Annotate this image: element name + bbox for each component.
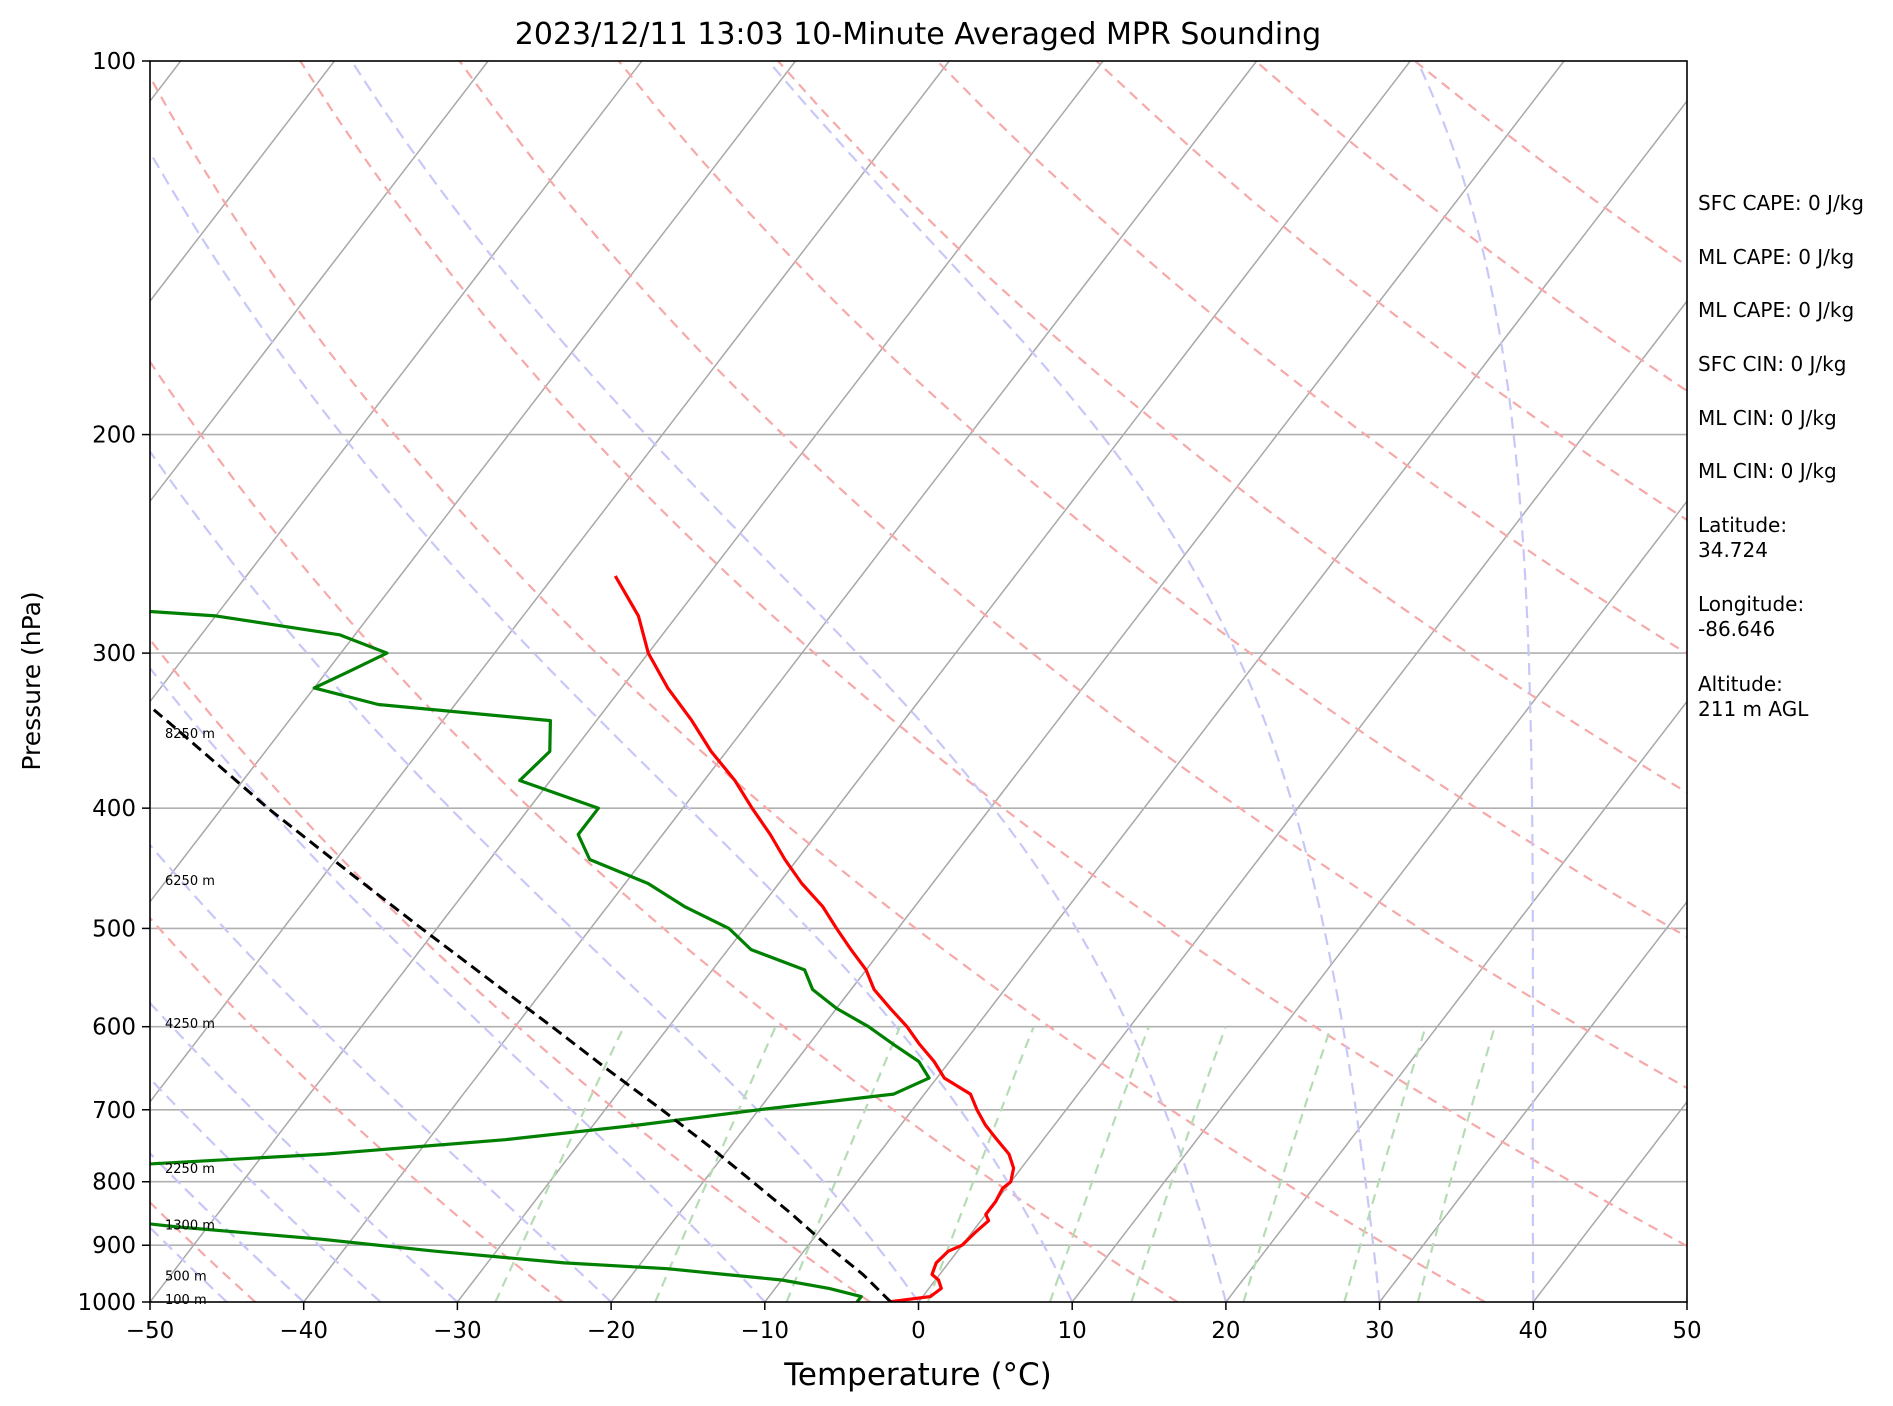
isotherm-line bbox=[1379, 900, 1687, 1302]
longitude-text: Longitude: -86.646 bbox=[1698, 592, 1805, 641]
dry-adiabat-line bbox=[150, 359, 1179, 1302]
moist-adiabat-line bbox=[150, 1077, 382, 1302]
sfc-cin-text: SFC CIN: 0 J/kg bbox=[1698, 352, 1847, 376]
y-tick-label: 100 bbox=[92, 49, 136, 75]
height-label: 4250 m bbox=[165, 1017, 215, 1032]
x-tick-label: −40 bbox=[279, 1318, 328, 1344]
y-tick-label: 800 bbox=[92, 1170, 136, 1196]
x-tick-label: 20 bbox=[1211, 1318, 1240, 1344]
x-tick-label: −20 bbox=[587, 1318, 636, 1344]
sfc-cape-text: SFC CAPE: 0 J/kg bbox=[1698, 191, 1864, 215]
isobar-isotherm-grid bbox=[150, 61, 1687, 1302]
x-tick-label: 30 bbox=[1365, 1318, 1394, 1344]
y-tick-label: 300 bbox=[92, 641, 136, 667]
mixing-ratio-line bbox=[494, 1026, 625, 1302]
dry-adiabat-line bbox=[150, 74, 1486, 1302]
dry-adiabat-line bbox=[936, 61, 1687, 656]
mixing-ratio-line bbox=[654, 1026, 777, 1302]
dewpoint-profile-line bbox=[150, 609, 931, 1302]
x-tick-label: 40 bbox=[1519, 1318, 1548, 1344]
moist-adiabat-line bbox=[150, 1001, 459, 1302]
y-tick-label: 700 bbox=[92, 1098, 136, 1124]
mixing-ratio-line bbox=[1416, 1026, 1496, 1302]
height-labels: 8250 m 6250 m 4250 m 2250 m 1300 m 500 m 100 m bbox=[165, 727, 215, 1308]
height-label: 6250 m bbox=[165, 874, 215, 889]
height-label: 2250 m bbox=[165, 1162, 215, 1177]
height-label: 1300 m bbox=[165, 1218, 215, 1233]
dry-adiabat-line bbox=[150, 1200, 257, 1302]
parcel-path-line bbox=[150, 704, 892, 1302]
mixing-ratio-line bbox=[785, 1026, 902, 1302]
y-axis-ticks: 100 200 300 400 500 600 700 800 900 1000 bbox=[77, 49, 150, 1316]
isotherm-line bbox=[456, 61, 1411, 1302]
latitude-text: Latitude: 34.724 bbox=[1698, 513, 1788, 562]
isotherm-line bbox=[150, 61, 489, 503]
adiabat-lines bbox=[150, 61, 1687, 1302]
y-tick-label: 400 bbox=[92, 796, 136, 822]
dry-adiabat-line bbox=[458, 61, 1687, 1090]
dry-adiabat-line bbox=[150, 637, 871, 1302]
plot-frame bbox=[149, 60, 1688, 1303]
dry-adiabat-line bbox=[150, 916, 564, 1302]
ml-cin-text-2: ML CIN: 0 J/kg bbox=[1698, 459, 1837, 483]
isotherm-line bbox=[764, 99, 1687, 1302]
dry-adiabat-line bbox=[299, 61, 1687, 1248]
x-tick-label: 0 bbox=[911, 1318, 926, 1344]
altitude-text: Altitude: 211 m AGL bbox=[1698, 672, 1809, 721]
temperature-profile-line bbox=[613, 575, 1016, 1302]
moist-adiabat-line bbox=[767, 61, 1381, 1302]
isotherm-line bbox=[150, 61, 643, 703]
y-tick-label: 500 bbox=[92, 916, 136, 942]
moist-adiabat-line bbox=[350, 61, 1227, 1302]
x-axis-label: Temperature (°C) bbox=[783, 1357, 1052, 1393]
x-tick-label: −10 bbox=[741, 1318, 790, 1344]
y-tick-label: 600 bbox=[92, 1015, 136, 1041]
isotherm-line bbox=[610, 61, 1565, 1302]
isotherm-line bbox=[150, 61, 950, 1104]
mixing-ratio-line bbox=[926, 1026, 1035, 1302]
height-label: 8250 m bbox=[165, 727, 215, 742]
isotherm-line bbox=[150, 61, 797, 903]
x-tick-label: 50 bbox=[1672, 1318, 1701, 1344]
mixing-ratio-line bbox=[1130, 1026, 1227, 1302]
isotherm-line bbox=[150, 61, 1104, 1302]
x-tick-label: −50 bbox=[126, 1318, 175, 1344]
y-tick-label: 900 bbox=[92, 1233, 136, 1259]
isotherm-line bbox=[303, 61, 1258, 1302]
mixing-ratio-line bbox=[1048, 1026, 1150, 1302]
y-axis-label: Pressure (hPa) bbox=[17, 591, 46, 770]
mixing-ratio-line bbox=[1242, 1026, 1333, 1302]
isotherm-line bbox=[1071, 500, 1687, 1302]
isotherm-line bbox=[1225, 700, 1687, 1302]
x-tick-label: −30 bbox=[433, 1318, 482, 1344]
y-tick-label: 200 bbox=[92, 423, 136, 449]
isotherm-line bbox=[150, 61, 335, 303]
moist-adiabat-line bbox=[150, 843, 612, 1302]
moist-adiabat-line bbox=[1416, 61, 1535, 1302]
x-tick-label: 10 bbox=[1058, 1318, 1087, 1344]
ml-cape-text-2: ML CAPE: 0 J/kg bbox=[1698, 298, 1855, 322]
moist-adiabat-line bbox=[150, 666, 766, 1302]
ml-cape-text: ML CAPE: 0 J/kg bbox=[1698, 245, 1855, 269]
profile-lines bbox=[150, 575, 1016, 1302]
x-axis-ticks: −50 −40 −30 −20 −10 0 10 20 30 40 50 bbox=[126, 1302, 1702, 1344]
mixing-ratio-line bbox=[1343, 1026, 1427, 1302]
y-tick-label: 1000 bbox=[77, 1290, 136, 1316]
height-label: 500 m bbox=[165, 1269, 207, 1284]
height-label: 100 m bbox=[165, 1293, 207, 1308]
isotherm-line bbox=[1532, 1100, 1687, 1302]
chart-title: 2023/12/11 13:03 10-Minute Averaged MPR … bbox=[515, 17, 1321, 52]
moist-adiabat-line bbox=[150, 150, 1074, 1302]
ml-cin-text: ML CIN: 0 J/kg bbox=[1698, 406, 1837, 430]
